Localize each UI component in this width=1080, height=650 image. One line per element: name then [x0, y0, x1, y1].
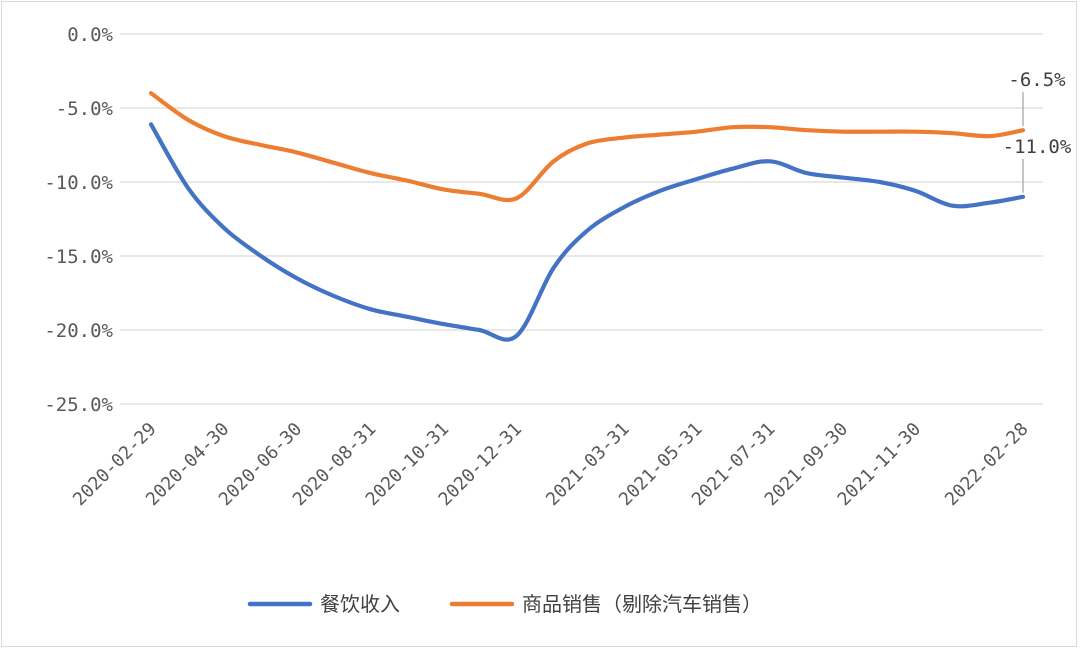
legend: 餐饮收入 商品销售（剔除汽车销售） — [247, 592, 762, 616]
y-tick-label: -20.0% — [44, 320, 113, 342]
legend-label-1: 商品销售（剔除汽车销售） — [522, 592, 762, 616]
annotation-label: -11.0% — [1003, 136, 1072, 158]
x-axis-labels: 2020-02-292020-04-302020-06-302020-08-31… — [69, 419, 1032, 510]
y-axis-labels: 0.0% -5.0% -10.0% -15.0% -20.0% -25.0% — [44, 24, 113, 416]
data-annotations: -6.5% -11.0% — [1003, 69, 1072, 193]
y-tick-label: 0.0% — [67, 24, 113, 46]
legend-label-0: 餐饮收入 — [320, 592, 400, 616]
series-line-1 — [148, 91, 1026, 203]
series-lines — [148, 91, 1026, 342]
y-tick-label: -5.0% — [56, 98, 114, 120]
x-tick-label: 2022-02-28 — [941, 419, 1032, 510]
y-tick-label: -25.0% — [44, 394, 113, 416]
annotation-label: -6.5% — [1008, 69, 1066, 91]
y-tick-label: -10.0% — [44, 172, 113, 194]
grid-lines — [120, 33, 1043, 405]
series-line-0 — [148, 122, 1026, 342]
y-tick-label: -15.0% — [44, 246, 113, 268]
